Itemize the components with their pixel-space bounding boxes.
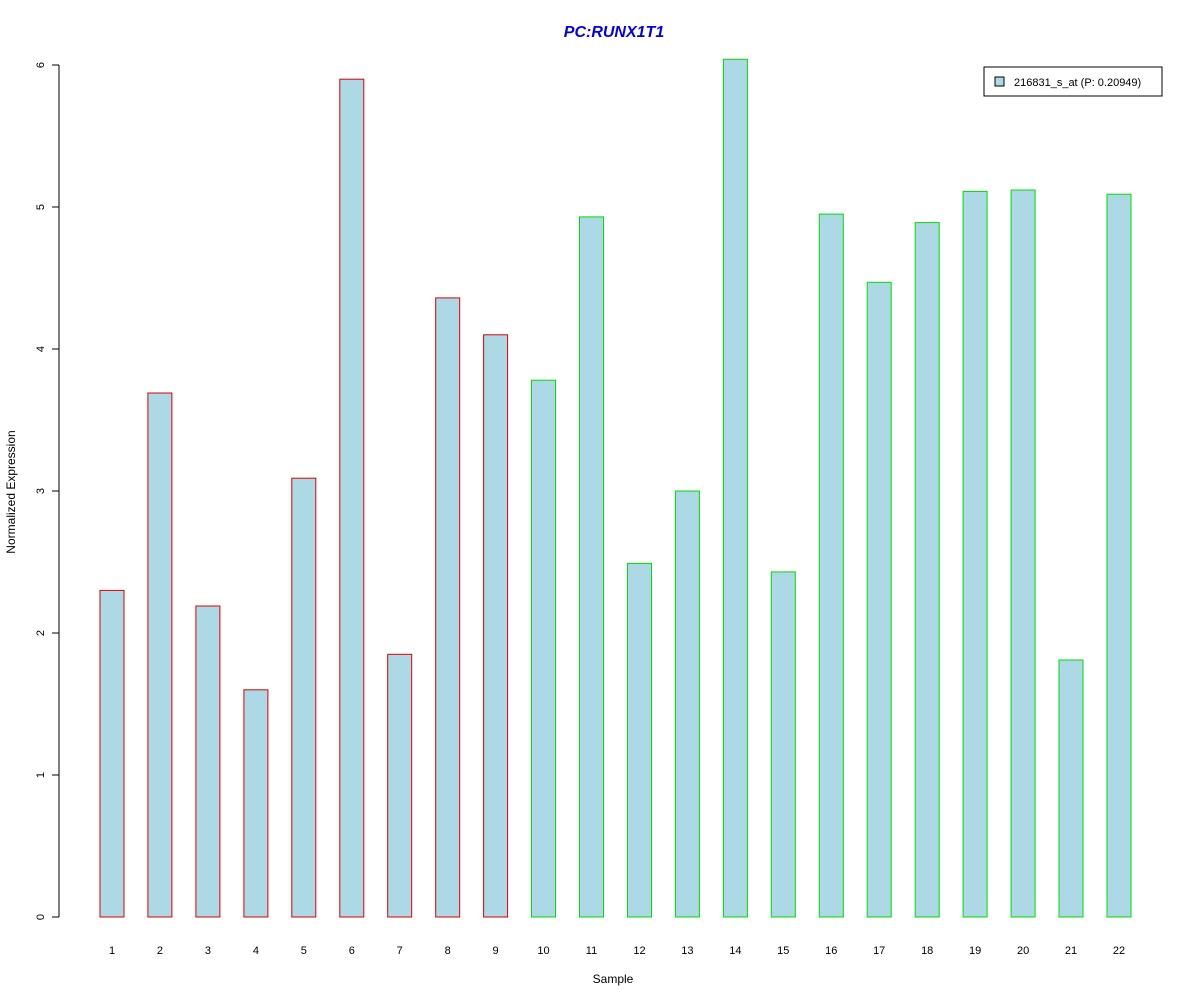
bar-sample-13	[674, 490, 700, 918]
x-tick-label: 17	[873, 945, 885, 957]
legend: 216831_s_at (P: 0.20949)	[983, 66, 1163, 97]
bar-sample-15	[770, 571, 796, 918]
y-tick-label: 1	[35, 772, 47, 778]
bar-sample-10	[531, 379, 556, 918]
bar-sample-4	[243, 689, 269, 918]
x-tick-label: 6	[349, 945, 355, 957]
x-tick-label: 22	[1113, 945, 1125, 957]
x-tick-label: 11	[586, 945, 597, 957]
x-tick-label: 20	[1017, 945, 1029, 957]
y-tick-label: 0	[35, 914, 47, 920]
x-tick-label: 3	[205, 945, 211, 957]
x-tick-label: 9	[493, 945, 499, 957]
y-tick-label: 5	[35, 204, 47, 210]
x-tick-label: 14	[729, 945, 741, 957]
bar-sample-20	[1010, 189, 1036, 918]
y-axis: 0 1 2 3 4 5 6	[35, 62, 60, 920]
bar-sample-12	[627, 562, 652, 918]
x-tick-label: 5	[301, 945, 307, 957]
x-tick-label: 10	[537, 945, 549, 957]
bar-sample-1	[99, 589, 125, 918]
bar-sample-8	[435, 297, 461, 918]
y-tick-label: 4	[35, 346, 47, 352]
bar-sample-5	[291, 477, 317, 918]
x-tick-labels: 1 2 3 4 5 6 7 8 9 10 11 12 13 14 15 16 17 18 19 20 21 22	[109, 945, 1125, 957]
bar-sample-11	[579, 216, 604, 918]
x-tick-label: 18	[921, 945, 933, 957]
bar-sample-3	[195, 605, 221, 918]
bar-sample-14	[722, 58, 748, 918]
x-tick-label: 7	[397, 945, 403, 957]
x-tick-label: 2	[157, 945, 163, 957]
legend-entry: 216831_s_at (P: 0.20949)	[1014, 77, 1141, 89]
x-tick-label: 4	[253, 945, 259, 957]
bar-sample-9	[483, 334, 509, 918]
bars	[99, 58, 1132, 918]
bar-sample-6	[339, 78, 365, 918]
bar-sample-19	[962, 190, 988, 918]
x-tick-label: 1	[109, 945, 115, 957]
x-axis-label: Sample	[593, 972, 634, 986]
bar-sample-16	[818, 213, 844, 918]
legend-box	[983, 66, 1163, 97]
x-tick-label: 16	[825, 945, 837, 957]
chart-title: PC:RUNX1T1	[564, 24, 665, 41]
y-tick-label: 2	[35, 630, 47, 636]
bar-sample-18	[914, 222, 940, 918]
x-tick-label: 13	[681, 945, 693, 957]
bar-sample-17	[866, 281, 892, 918]
bar-sample-21	[1058, 659, 1084, 918]
y-axis-label: Normalized Expression	[4, 430, 18, 553]
bar-sample-2	[147, 392, 173, 918]
x-tick-label: 21	[1065, 945, 1077, 957]
bar-sample-22	[1106, 193, 1132, 918]
bar-sample-7	[387, 653, 413, 918]
y-tick-label: 3	[35, 488, 47, 494]
y-tick-label: 6	[35, 62, 47, 68]
x-tick-label: 12	[633, 945, 645, 957]
legend-swatch	[994, 76, 1005, 87]
x-tick-label: 19	[969, 945, 981, 957]
x-tick-label: 15	[777, 945, 789, 957]
x-tick-label: 8	[445, 945, 451, 957]
